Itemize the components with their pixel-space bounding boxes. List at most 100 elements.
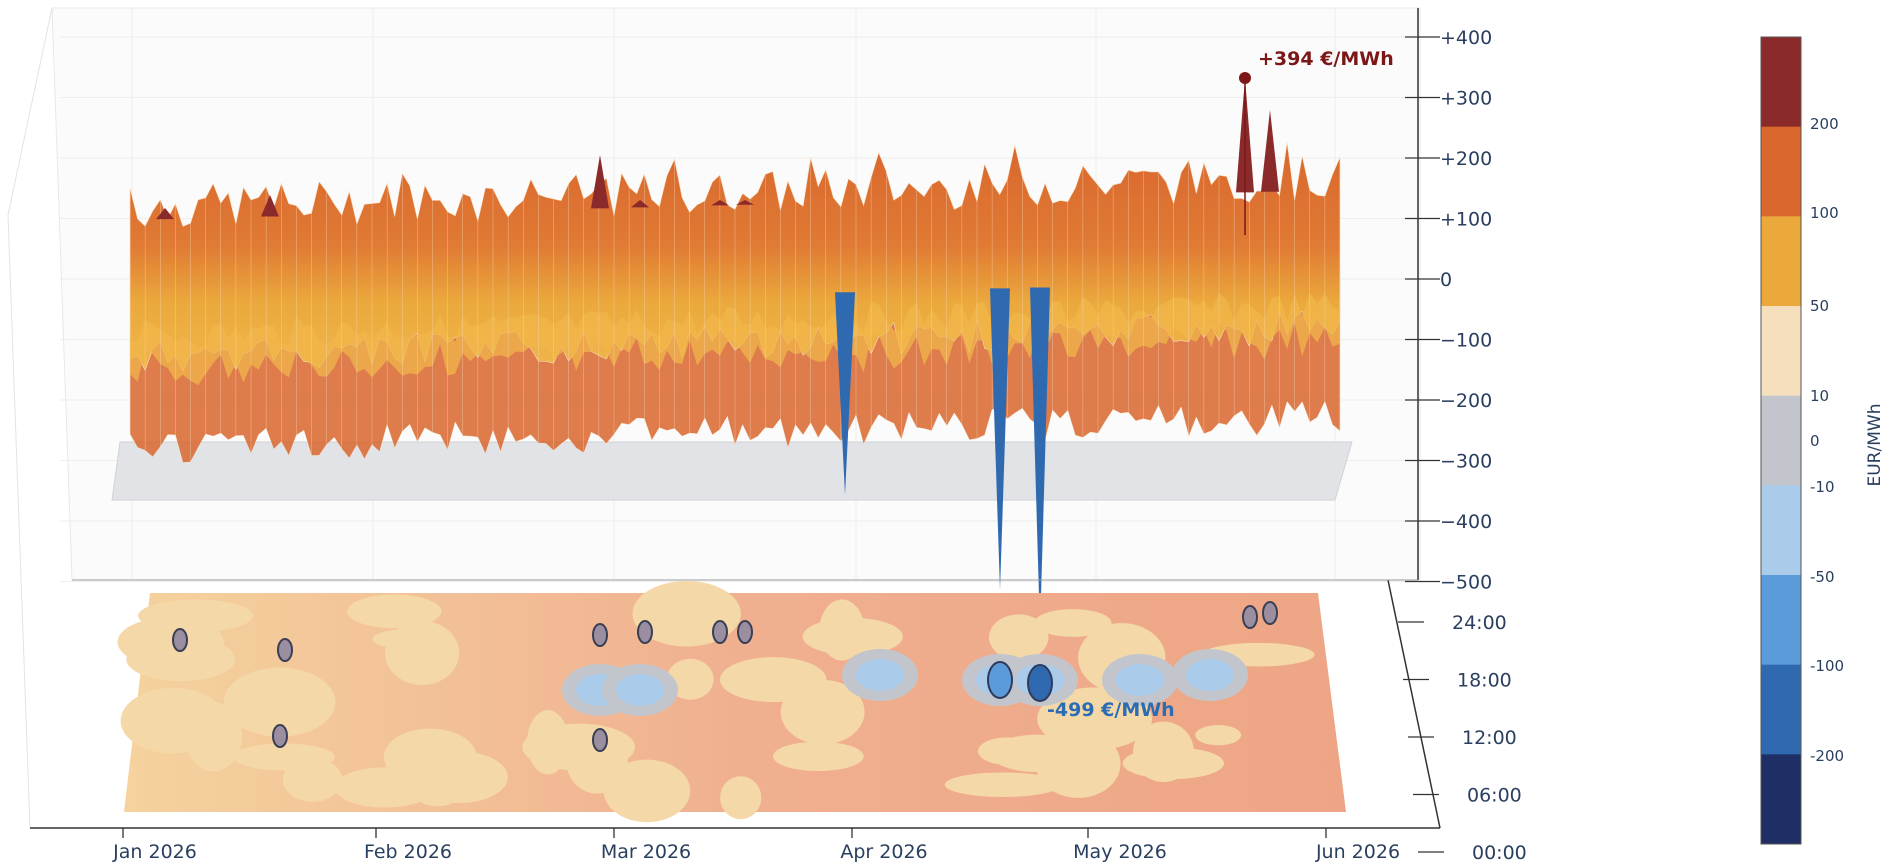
heatmap-contour xyxy=(712,620,728,644)
heatmap-contour xyxy=(987,661,1013,699)
x-tick-label: May 2026 xyxy=(1073,841,1167,863)
price-dip xyxy=(1030,287,1050,630)
colorbar-tick-label: 200 xyxy=(1810,115,1839,133)
heatmap-contour xyxy=(172,628,188,652)
colorbar-band xyxy=(1761,485,1801,576)
heatmap-contour xyxy=(1186,659,1234,691)
colorbar-tick-label: -10 xyxy=(1810,478,1835,496)
heatmap-contour xyxy=(1116,664,1164,696)
heatmap-contour xyxy=(988,614,1049,661)
price-dip xyxy=(990,288,1010,590)
z-tick-label: −200 xyxy=(1440,390,1492,412)
heatmap-contour xyxy=(592,728,608,752)
z-tick-label: −400 xyxy=(1440,511,1492,533)
surface-3d xyxy=(129,78,1341,630)
z-tick-label: +100 xyxy=(1440,209,1492,231)
z-tick-label: 0 xyxy=(1440,269,1452,291)
z-tick-label: −100 xyxy=(1440,330,1492,352)
colorbar-tick-label: 10 xyxy=(1810,387,1829,405)
heatmap-contour xyxy=(772,741,864,772)
heatmap-contour xyxy=(117,617,224,667)
colorbar-title: EUR/MWh xyxy=(1865,404,1885,487)
heatmap-contour xyxy=(334,767,436,808)
heatmap-contour xyxy=(720,776,762,820)
price-spike xyxy=(736,200,754,205)
heatmap-contours xyxy=(117,581,1315,823)
colorbar-tick-label: 50 xyxy=(1810,297,1829,315)
price-spike xyxy=(591,155,609,209)
heatmap-contour xyxy=(944,772,1062,798)
colorbar-tick-label: -100 xyxy=(1810,657,1844,675)
x-axis-ticks: Jan 2026 Feb 2026 Mar 2026 Apr 2026 May 2026… xyxy=(112,828,1400,863)
colorbar-band xyxy=(1761,126,1801,217)
price-spike xyxy=(631,200,649,208)
heatmap-contour xyxy=(277,638,293,662)
colorbar-tick-label: 0 xyxy=(1810,432,1820,450)
y-tick-label: 24:00 xyxy=(1452,612,1507,634)
colorbar-tick-label: -50 xyxy=(1810,568,1835,586)
z-tick-label: −300 xyxy=(1440,451,1492,473)
y-tick-label: 18:00 xyxy=(1457,670,1512,692)
colorbar-band xyxy=(1761,575,1801,666)
heatmap-contour xyxy=(223,667,336,737)
heatmap-contour xyxy=(1027,664,1053,702)
heatmap-contour xyxy=(372,628,454,650)
heatmap-contour xyxy=(1195,725,1242,746)
heatmap-contour xyxy=(592,623,608,647)
colorbar-band xyxy=(1761,37,1801,128)
z-tick-label: +300 xyxy=(1440,88,1492,110)
scene-left-edge xyxy=(7,7,53,829)
x-tick-label: Feb 2026 xyxy=(364,841,452,863)
heatmap-contour xyxy=(1035,729,1121,798)
colorbar-band xyxy=(1761,664,1801,755)
max-price-label: +394 €/MWh xyxy=(1258,48,1394,70)
z-tick-label: −500 xyxy=(1440,572,1492,594)
y-tick-label: 06:00 xyxy=(1467,785,1522,807)
z-tick-label: +400 xyxy=(1440,27,1492,49)
heatmap-contour xyxy=(720,657,827,703)
heatmap-contour xyxy=(819,599,865,661)
colorbar-bands xyxy=(1761,37,1801,845)
heatmap-contour xyxy=(347,594,442,629)
colorbar-tick-label: 100 xyxy=(1810,204,1839,222)
heatmap-contour xyxy=(603,759,691,823)
heatmap-contour xyxy=(637,620,653,644)
colorbar-band xyxy=(1761,306,1801,397)
x-tick-label: Jun 2026 xyxy=(1315,841,1400,863)
x-tick-label: Mar 2026 xyxy=(601,841,691,863)
heatmap-contour xyxy=(1034,609,1112,637)
surface-mesh xyxy=(129,157,1341,462)
heatmap-contour xyxy=(1133,721,1194,783)
heatmap-contour xyxy=(616,674,664,706)
surface-floor xyxy=(111,441,1353,501)
price-spike xyxy=(156,208,174,220)
colorbar-band xyxy=(1761,216,1801,307)
heatmap-contour xyxy=(282,757,342,802)
colorbar-frame xyxy=(1760,36,1802,845)
heatmap-contour xyxy=(120,688,226,754)
z-axis-ticks: +400 +300 +200 +100 0 −100 −200 −300 −400 −500 xyxy=(1405,27,1492,594)
y-axis-line xyxy=(1387,579,1441,829)
heatmap-contour xyxy=(1262,601,1278,625)
heatmap-contour xyxy=(856,659,904,691)
colorbar-band xyxy=(1761,754,1801,845)
heatmap-contour xyxy=(1242,605,1258,629)
x-tick-label: Jan 2026 xyxy=(112,841,197,863)
z-tick-label: +200 xyxy=(1440,148,1492,170)
y-tick-label: 00:00 xyxy=(1472,842,1527,864)
price-spike xyxy=(1261,110,1279,192)
heatmap-projection xyxy=(117,581,1346,823)
heatmap-contour xyxy=(666,658,714,700)
price-spike xyxy=(261,195,279,217)
price-spike xyxy=(711,200,729,206)
min-price-label: -499 €/MWh xyxy=(1047,699,1175,721)
surface-negative-dips xyxy=(835,287,1050,630)
y-tick-label: 12:00 xyxy=(1462,727,1517,749)
heatmap-contour xyxy=(977,737,1036,765)
y-axis-ticks: 24:00 18:00 12:00 06:00 00:00 xyxy=(1398,612,1527,864)
colorbar-band xyxy=(1761,395,1801,486)
heatmap-contour xyxy=(566,728,628,794)
